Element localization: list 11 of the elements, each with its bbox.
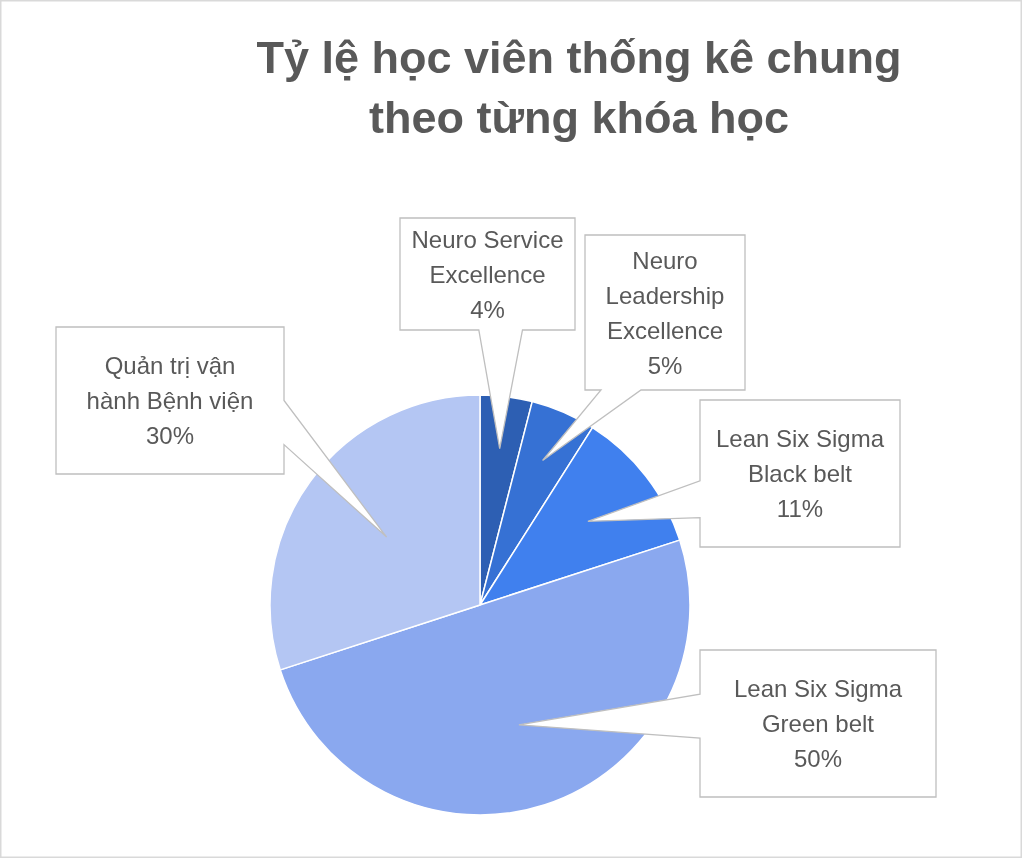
slice-label: Lean Six Sigma Black belt <box>715 425 885 487</box>
slice-label: Lean Six Sigma Green belt <box>733 675 903 737</box>
slice-label: Neuro Service Excellence <box>411 225 564 288</box>
chart-title: Tỷ lệ học viên thống kê chung theo từng khóa học <box>256 32 902 143</box>
data-label: 5% <box>647 351 683 379</box>
slice-label: Neuro Leadership Excellence <box>605 246 725 344</box>
data-label: 4% <box>470 295 505 323</box>
data-label: 30% <box>145 422 195 449</box>
data-label: 50% <box>793 745 843 772</box>
slice-label: Quản trị vận hành Bệnh viện <box>86 352 254 414</box>
data-label: 11% <box>776 495 824 522</box>
